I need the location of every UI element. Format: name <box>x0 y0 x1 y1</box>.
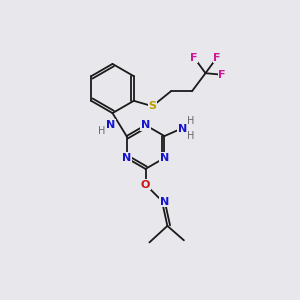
Text: S: S <box>148 101 156 111</box>
Text: O: O <box>141 179 150 190</box>
Text: N: N <box>122 153 131 163</box>
Text: H: H <box>187 131 195 141</box>
Text: N: N <box>160 153 169 163</box>
Text: F: F <box>190 52 198 63</box>
Text: H: H <box>98 126 106 136</box>
Text: F: F <box>218 70 226 80</box>
Text: F: F <box>213 52 221 63</box>
Text: N: N <box>178 124 187 134</box>
Text: N: N <box>106 120 115 130</box>
Text: N: N <box>141 120 150 130</box>
Text: N: N <box>160 197 169 207</box>
Text: H: H <box>187 116 195 126</box>
